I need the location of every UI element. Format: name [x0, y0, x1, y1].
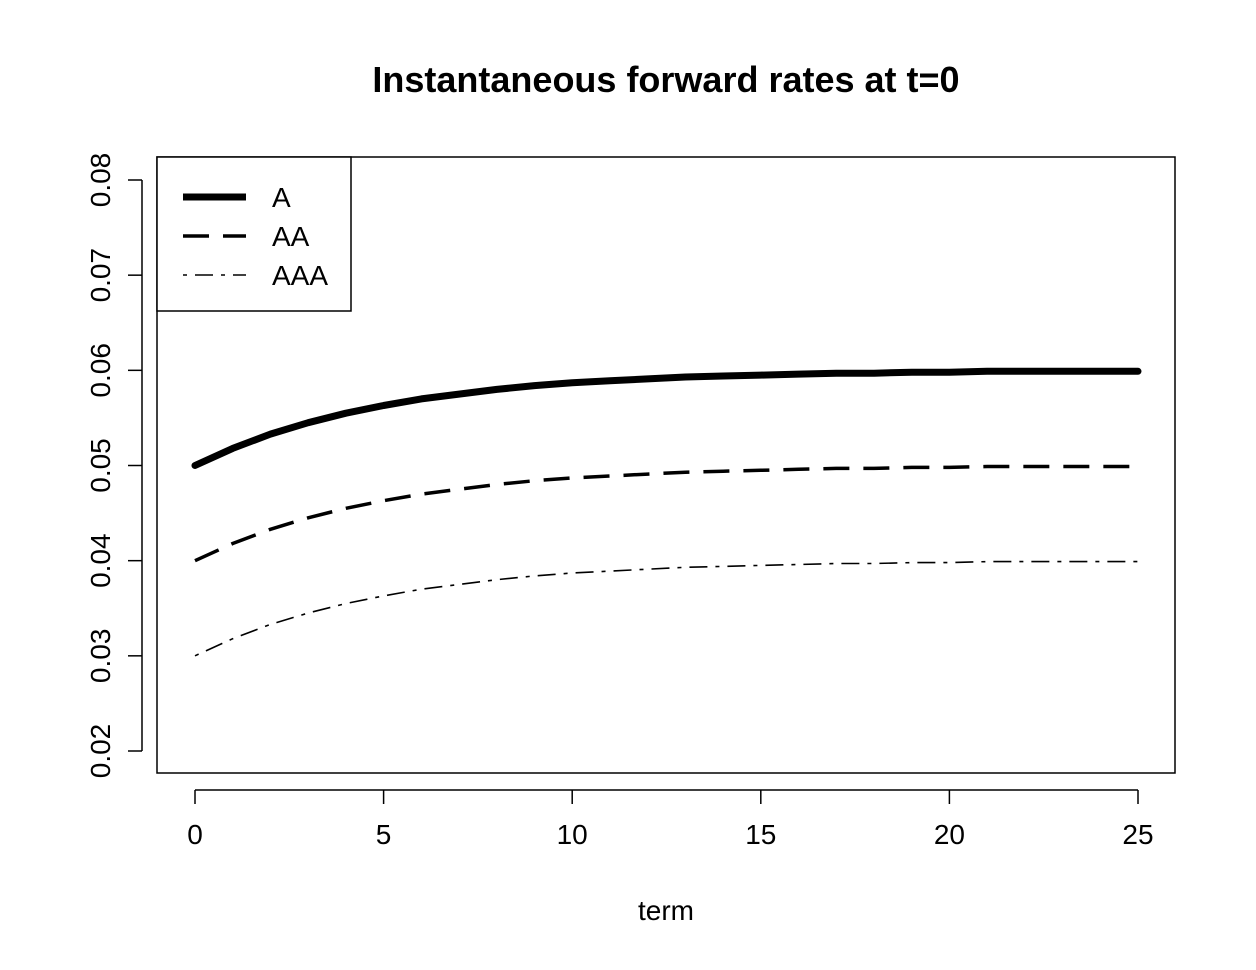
y-tick-label: 0.07 [85, 248, 116, 303]
x-axis-label: term [638, 895, 694, 926]
y-tick-label: 0.08 [85, 153, 116, 208]
series-line-a [191, 367, 1142, 469]
y-tick-label: 0.06 [85, 343, 116, 398]
y-tick-label: 0.03 [85, 629, 116, 684]
x-axis: 0 5 10 15 20 25 [187, 789, 1154, 850]
series-layer [191, 367, 1142, 657]
legend-box [156, 156, 352, 312]
y-tick-label: 0.05 [85, 438, 116, 493]
legend-label-aa: AA [272, 221, 310, 252]
series-line-aaa [194, 560, 1138, 657]
x-tick-label: 25 [1122, 819, 1153, 850]
x-tick-label: 5 [376, 819, 392, 850]
series-line-aa [194, 464, 1138, 563]
legend-label-aaa: AAA [272, 260, 328, 291]
x-tick-label: 20 [934, 819, 965, 850]
y-tick-label: 0.04 [85, 533, 116, 588]
x-tick-label: 10 [557, 819, 588, 850]
x-tick-label: 15 [745, 819, 776, 850]
legend-label-a: A [272, 182, 291, 213]
y-tick-label: 0.02 [85, 724, 116, 779]
x-tick-label: 0 [187, 819, 203, 850]
y-axis: 0.02 0.03 0.04 0.05 0.06 0.07 0.08 [85, 153, 143, 779]
chart-title: Instantaneous forward rates at t=0 [372, 59, 959, 100]
plot-frame [156, 156, 1176, 774]
